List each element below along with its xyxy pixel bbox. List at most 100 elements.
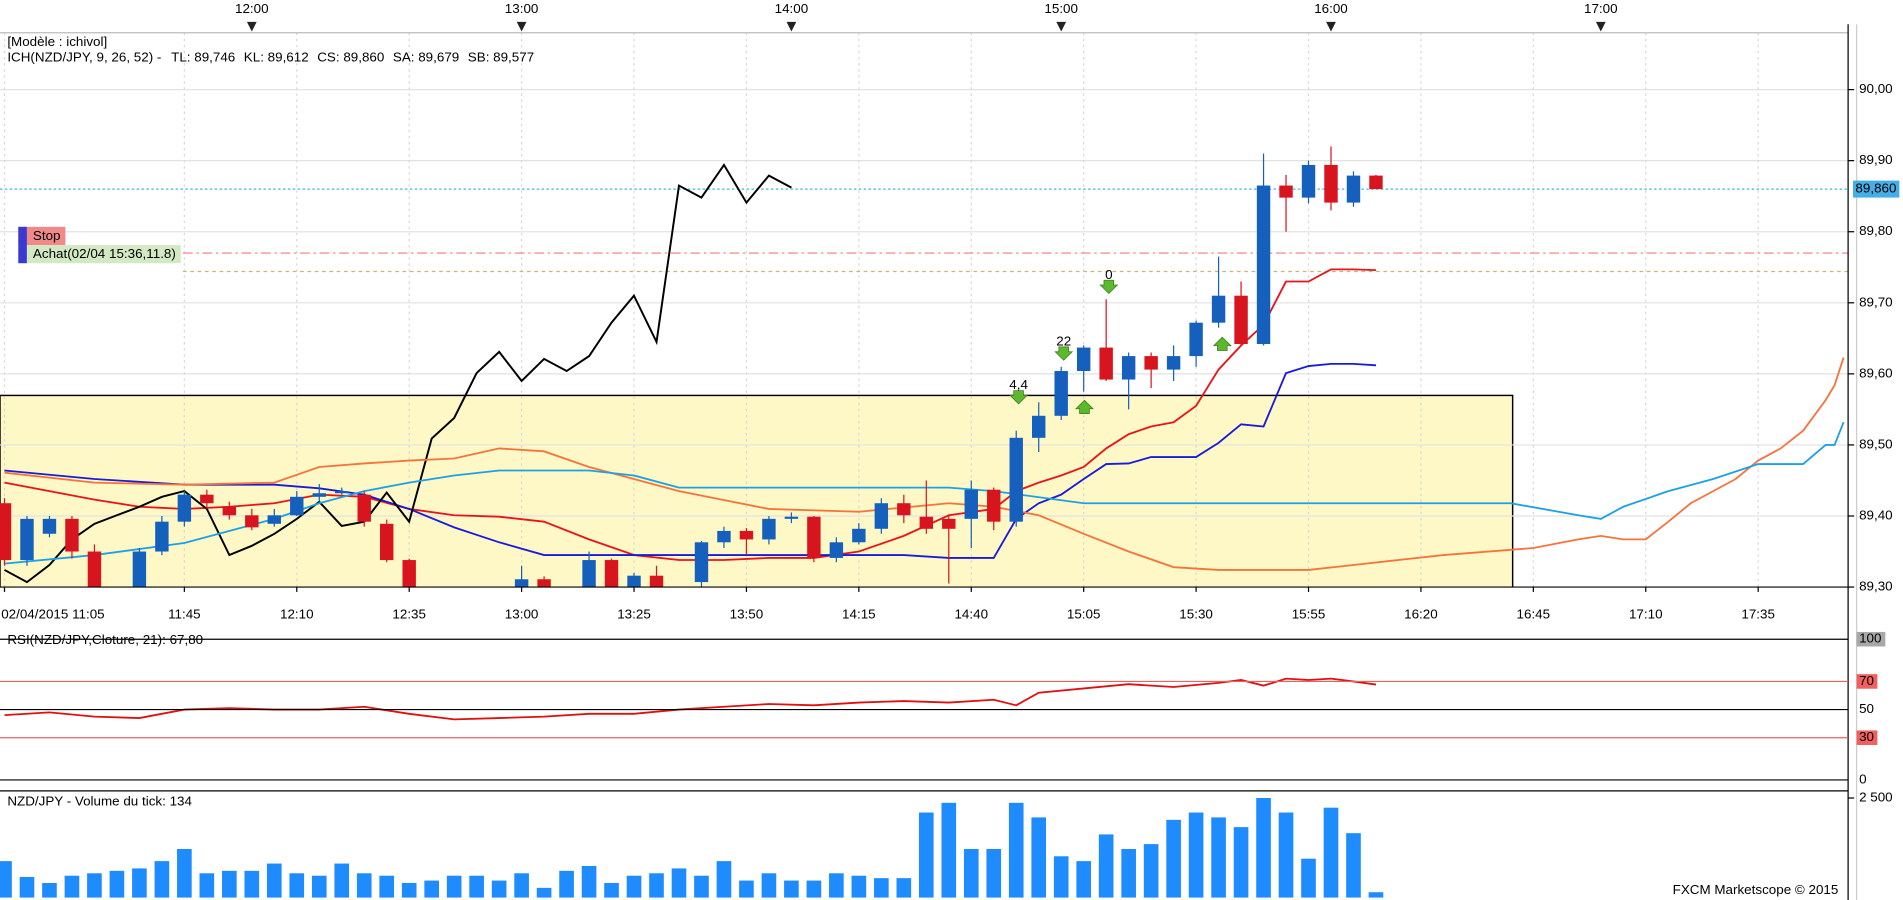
candle-body (1234, 295, 1248, 345)
volume-bar (896, 878, 912, 898)
volume-bar (514, 873, 529, 898)
x-tick-label: 02/04/2015 11:05 (1, 607, 104, 622)
y-tick-label: 89,90 (1859, 152, 1893, 167)
candle-body (312, 493, 326, 497)
indicator-line (4, 163, 792, 584)
volume-bar (604, 882, 619, 898)
top-tick-label: 16:00 (1314, 1, 1348, 16)
candle-body (1211, 295, 1226, 323)
y-tick-label: 0 (1859, 771, 1866, 786)
candle-body (1324, 164, 1338, 203)
candle-body (1189, 322, 1203, 357)
candle-body (1301, 164, 1316, 198)
volume-bar (356, 873, 372, 898)
candle-body (694, 542, 709, 583)
candle-body (1032, 415, 1046, 438)
candle-body (649, 575, 664, 588)
candle-body (245, 515, 259, 528)
sell-arrow (1009, 390, 1029, 405)
signal-label: 4,4 (1009, 377, 1028, 392)
candle-body (964, 489, 978, 519)
y-tick-box (1856, 674, 1878, 689)
volume-bar (1211, 817, 1226, 898)
volume-bar (446, 875, 462, 898)
volume-bar (379, 875, 395, 898)
candle-body (1009, 437, 1023, 522)
volume-bar (1098, 834, 1114, 898)
top-tick-label: 14:00 (775, 1, 809, 16)
candle-body (919, 516, 934, 529)
volume-bar (109, 870, 125, 898)
candle-body (784, 516, 799, 519)
chart-title: [Modèle : ichivol] (7, 34, 107, 49)
volume-bar (42, 882, 57, 898)
candle-body (1076, 347, 1091, 372)
candle-body (335, 491, 349, 494)
y-tick-label: 70 (1859, 673, 1874, 688)
volume-bar (87, 873, 102, 898)
volume-bar (649, 873, 664, 898)
volume-bar (963, 848, 979, 898)
volume-bar (1346, 833, 1361, 898)
sell-arrow (1099, 279, 1119, 295)
candle-body (514, 579, 529, 588)
volume-bar (19, 876, 35, 898)
candle-body (604, 560, 619, 588)
volume-bar (739, 880, 754, 898)
volume-bar (1256, 798, 1271, 898)
current-price-box (1852, 180, 1900, 198)
candle-body (0, 503, 12, 561)
volume-bar (874, 878, 889, 898)
current-price-label: 89,860 (1855, 181, 1896, 196)
y-tick-label: 30 (1859, 729, 1874, 744)
candle-body (739, 530, 754, 540)
legend-entry: SB: 89,577 (468, 50, 534, 65)
candle-body (65, 518, 79, 552)
candle-body (1346, 175, 1361, 203)
volume-bar (626, 875, 642, 898)
volume-bar (266, 863, 282, 898)
volume-bar (244, 870, 260, 898)
volume-bar (1053, 856, 1069, 898)
candle-body (379, 523, 394, 561)
y-tick-label: 89,50 (1859, 436, 1893, 451)
volume-bar (64, 875, 80, 898)
legend-entry: TL: 89,746 (171, 50, 235, 65)
candle-body (1099, 347, 1113, 380)
candle-body (807, 516, 821, 558)
x-tick-label: 17:10 (1629, 607, 1663, 622)
x-tick-label: 15:05 (1067, 607, 1101, 622)
volume-bar (536, 887, 552, 898)
volume-bar (784, 880, 799, 898)
candle-body (1121, 356, 1136, 380)
x-tick-label: 15:55 (1292, 607, 1326, 622)
volume-bar (334, 863, 350, 898)
sell-arrow (1054, 346, 1074, 361)
volume-bar (311, 875, 327, 898)
volume-bar (1143, 844, 1159, 898)
chart-title: RSI(NZD/JPY,Cloture, 21): 67,80 (7, 632, 203, 647)
x-tick-label: 12:35 (392, 607, 426, 622)
legend-entry: SA: 89,679 (393, 50, 459, 65)
x-tick-label: 14:15 (842, 607, 876, 622)
volume-bar (401, 882, 417, 898)
volume-bar (716, 861, 732, 898)
y-tick-label: 89,70 (1859, 294, 1893, 309)
y-tick-label: 2 500 (1859, 790, 1893, 805)
footer: FXCM Marketscope © 2015 (1673, 882, 1839, 897)
volume-bar (1368, 892, 1384, 898)
volume-bar (289, 873, 305, 898)
volume-bar (1166, 819, 1181, 898)
candle-body (132, 551, 147, 588)
top-tick (1056, 21, 1067, 32)
price-plot (0, 32, 1849, 588)
candle-body (717, 530, 731, 543)
volume-bar (761, 873, 777, 898)
volume-bar (986, 848, 1002, 898)
indicator-line (4, 357, 1845, 571)
top-tick (1326, 21, 1336, 32)
volume-bar (1008, 802, 1024, 898)
candle-body (829, 542, 844, 558)
candle-body (1054, 371, 1068, 416)
